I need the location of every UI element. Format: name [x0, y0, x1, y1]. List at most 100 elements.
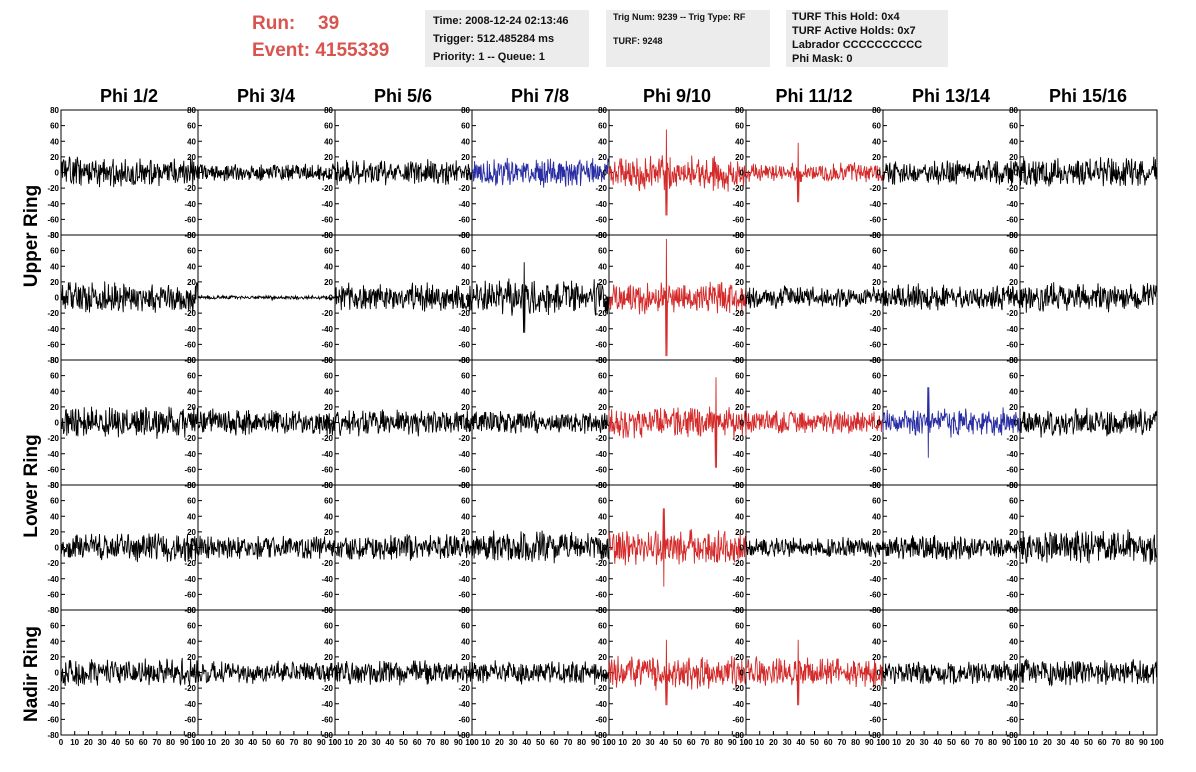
y-tick-label: -40 [1006, 325, 1018, 334]
waveform-trace [882, 283, 1021, 311]
waveform-trace [608, 238, 747, 357]
y-tick-label: 60 [461, 497, 470, 506]
y-tick-label: 40 [598, 512, 607, 521]
y-tick-label: 60 [187, 622, 196, 631]
column-header-phi-1-2: Phi 1/2 [99, 86, 159, 106]
y-tick-label: 60 [598, 122, 607, 131]
x-tick-label: 70 [974, 738, 983, 747]
x-tick-label: 60 [139, 738, 148, 747]
y-tick-label: 20 [324, 653, 333, 662]
y-tick-label: 0 [1014, 669, 1019, 678]
y-tick-label: -20 [184, 309, 196, 318]
y-tick-label: 80 [1009, 231, 1018, 240]
y-tick-label: 20 [872, 278, 881, 287]
y-tick-label: 0 [877, 294, 882, 303]
y-tick-label: 0 [740, 669, 745, 678]
y-tick-label: 40 [1009, 262, 1018, 271]
x-tick-label: 90 [865, 738, 874, 747]
y-tick-label: 20 [1009, 653, 1018, 662]
x-tick-label: 30 [783, 738, 792, 747]
y-tick-label: -60 [321, 340, 333, 349]
y-tick-label: 0 [740, 419, 745, 428]
x-tick-label: 40 [659, 738, 668, 747]
event-label: Event: [252, 40, 311, 61]
y-tick-label: 40 [872, 137, 881, 146]
y-tick-label: 0 [740, 544, 745, 553]
y-tick-label: 0 [192, 669, 197, 678]
event-value: 4155339 [315, 40, 390, 61]
y-tick-label: 40 [872, 387, 881, 396]
x-tick-label: 60 [961, 738, 970, 747]
x-tick-label: 70 [563, 738, 572, 747]
x-tick-label: 30 [646, 738, 655, 747]
x-tick-label: 40 [1070, 738, 1079, 747]
y-tick-label: -60 [732, 715, 744, 724]
y-tick-label: -40 [184, 575, 196, 584]
waveform-trace [471, 410, 610, 434]
y-tick-label: 0 [1014, 294, 1019, 303]
y-tick-label: -40 [732, 325, 744, 334]
x-tick-label: 90 [1002, 738, 1011, 747]
y-tick-label: -40 [321, 325, 333, 334]
waveform-trace [334, 534, 473, 561]
x-tick-label: 20 [495, 738, 504, 747]
y-tick-label: 80 [461, 106, 470, 115]
y-tick-label: -60 [869, 215, 881, 224]
y-tick-label: 20 [187, 403, 196, 412]
x-tick-label: 10 [1029, 738, 1038, 747]
x-tick-label: 80 [166, 738, 175, 747]
y-tick-label: 80 [1009, 106, 1018, 115]
y-tick-label: -40 [47, 325, 59, 334]
y-tick-label: 20 [187, 528, 196, 537]
y-tick-label: -20 [184, 559, 196, 568]
y-tick-label: 40 [872, 512, 881, 521]
y-tick-label: 80 [735, 231, 744, 240]
y-tick-label: 0 [329, 294, 334, 303]
y-tick-label: -40 [321, 200, 333, 209]
y-tick-label: -80 [47, 481, 59, 490]
y-tick-label: 20 [1009, 153, 1018, 162]
y-tick-label: 0 [466, 294, 471, 303]
y-tick-label: -20 [595, 184, 607, 193]
waveform-trace [608, 639, 747, 706]
y-tick-label: -20 [595, 309, 607, 318]
y-tick-label: 60 [598, 497, 607, 506]
y-tick-label: 40 [187, 262, 196, 271]
y-tick-label: 0 [466, 544, 471, 553]
y-tick-label: 80 [324, 231, 333, 240]
y-tick-label: 80 [1009, 481, 1018, 490]
x-tick-label: 100 [1150, 738, 1164, 747]
priority-text: Priority: 1 -- Queue: 1 [433, 51, 545, 63]
x-tick-label: 60 [276, 738, 285, 747]
y-tick-label: 40 [598, 387, 607, 396]
x-tick-label: 10 [481, 738, 490, 747]
y-tick-label: -40 [47, 450, 59, 459]
waveform-trace [1019, 529, 1158, 565]
y-tick-label: -20 [321, 559, 333, 568]
y-tick-label: -80 [1006, 731, 1018, 740]
y-tick-label: -20 [1006, 309, 1018, 318]
y-tick-label: -60 [869, 465, 881, 474]
y-tick-label: -20 [732, 184, 744, 193]
x-tick-label: 80 [577, 738, 586, 747]
y-tick-label: -40 [321, 575, 333, 584]
x-tick-label: 0 [1018, 738, 1023, 747]
y-tick-label: 0 [603, 419, 608, 428]
y-tick-label: 20 [598, 153, 607, 162]
x-tick-label: 40 [933, 738, 942, 747]
y-tick-label: 40 [735, 137, 744, 146]
y-tick-label: 20 [735, 653, 744, 662]
x-tick-label: 100 [328, 738, 342, 747]
x-tick-label: 60 [413, 738, 422, 747]
y-tick-label: -60 [321, 465, 333, 474]
waveform-trace [1019, 658, 1158, 687]
y-tick-label: -40 [869, 450, 881, 459]
x-tick-label: 90 [591, 738, 600, 747]
y-tick-label: -40 [458, 450, 470, 459]
y-tick-label: 60 [50, 372, 59, 381]
y-tick-label: 80 [735, 106, 744, 115]
y-tick-label: -20 [184, 684, 196, 693]
waveform-trace [882, 387, 1021, 458]
waveform-trace [60, 533, 199, 563]
y-tick-label: 40 [50, 387, 59, 396]
